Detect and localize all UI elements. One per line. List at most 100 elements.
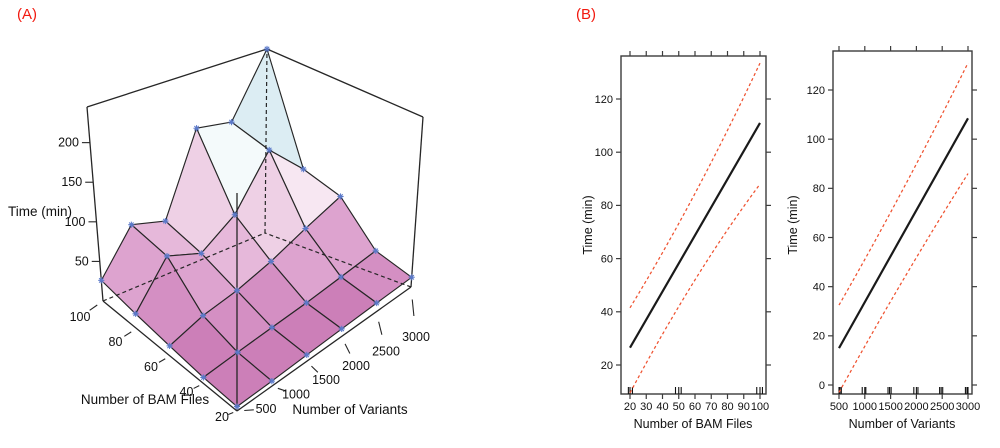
hidden-edge-back-vertical	[264, 48, 268, 234]
data-point-marker	[231, 211, 238, 218]
fitted-effect-line	[629, 122, 761, 349]
upper-ci-line	[629, 62, 761, 309]
x-axis-tick	[158, 358, 166, 363]
z-tick-label: 100	[65, 215, 86, 229]
data-point-marker	[267, 258, 275, 265]
z-axis-label: Time (min)	[8, 204, 72, 219]
data-point-marker	[263, 45, 271, 53]
x-axis-tick	[193, 385, 200, 389]
y-axis-tick	[311, 365, 319, 373]
data-point-marker	[266, 146, 273, 154]
x-tick-label: 20	[215, 410, 229, 424]
plot-box	[620, 55, 767, 395]
y-axis-tick	[411, 299, 415, 317]
y-tick-label: 60	[601, 253, 613, 265]
y-axis-tick	[244, 409, 254, 412]
data-point-marker	[200, 374, 207, 381]
x-tick-label: 100	[70, 310, 91, 324]
y-tick-label: 20	[813, 331, 825, 343]
data-point-marker	[128, 221, 135, 228]
y-tick-label: 500	[256, 402, 277, 416]
panel-a-label: (A)	[17, 6, 37, 23]
upper-ci-line	[838, 62, 969, 306]
y-axis-label: Time (min)	[581, 195, 595, 254]
data-point-marker	[166, 342, 173, 350]
lower-ci-line	[629, 183, 761, 394]
data-point-marker	[132, 310, 139, 317]
y-axis-tick	[344, 343, 351, 354]
y-tick-label: 80	[813, 183, 825, 195]
box-edge-left-vertical	[86, 106, 104, 302]
data-point-marker	[163, 252, 171, 260]
y-tick-label: 120	[807, 85, 825, 97]
data-point-marker	[162, 217, 169, 225]
z-tick-label: 50	[75, 254, 89, 268]
data-point-marker	[228, 118, 235, 126]
data-point-marker	[337, 193, 344, 200]
x-tick-label: 1500	[878, 401, 902, 413]
x-axis-label: Number of BAM Files	[81, 392, 210, 407]
x-tick-label: 20	[624, 401, 636, 413]
x-axis-tick	[124, 331, 132, 337]
y-tick-label: 100	[595, 147, 613, 159]
data-point-marker	[234, 349, 241, 356]
hidden-edge-base-right	[264, 232, 412, 288]
data-point-marker	[337, 273, 345, 281]
x-tick-label: 50	[673, 401, 685, 413]
x-tick-label: 1000	[853, 401, 877, 413]
y-tick-label: 40	[601, 307, 613, 319]
x-axis-tick	[89, 304, 98, 311]
y-tick-label: 100	[807, 134, 825, 146]
x-axis-label: Number of Variants	[849, 417, 956, 431]
x-tick-label: 60	[689, 401, 701, 413]
x-tick-label: 2000	[904, 401, 928, 413]
y-tick-label: 60	[813, 232, 825, 244]
y-tick-label: 2000	[342, 359, 370, 373]
box-edge-base-left	[102, 300, 238, 412]
x-tick-label: 70	[705, 401, 717, 413]
data-point-marker	[303, 299, 310, 306]
x-tick-label: 80	[109, 335, 123, 349]
y-tick-label: 0	[819, 380, 825, 392]
data-point-marker	[233, 287, 241, 294]
y-tick-label: 2500	[372, 344, 400, 358]
x-tick-label: 3000	[956, 401, 980, 413]
lower-ci-line	[838, 173, 969, 393]
y-axis-label: Number of Variants	[292, 402, 408, 417]
x-axis-tick	[228, 411, 234, 415]
data-point-marker	[408, 274, 415, 281]
data-point-marker	[338, 325, 345, 332]
x-tick-label: 2500	[930, 401, 954, 413]
z-tick-label: 150	[61, 175, 82, 189]
data-point-marker	[268, 377, 275, 385]
data-point-marker	[300, 166, 307, 173]
y-tick-label: 3000	[402, 330, 430, 344]
hidden-edge-base-left	[102, 232, 266, 302]
data-point-marker	[98, 277, 105, 284]
x-axis-label: Number of BAM Files	[634, 417, 753, 431]
y-tick-label: 120	[595, 94, 613, 106]
fitted-effect-line	[838, 117, 969, 349]
data-point-marker	[302, 225, 309, 232]
data-point-marker	[233, 403, 241, 410]
y-axis-label: Time (min)	[786, 195, 800, 254]
data-point-marker	[198, 250, 205, 257]
x-tick-label: 90	[738, 401, 750, 413]
box-edge-top-right	[266, 48, 424, 118]
y-axis-tick	[378, 321, 383, 335]
y-tick-label: 80	[601, 200, 613, 212]
y-tick-label: 1000	[282, 388, 310, 402]
y-tick-label: 20	[601, 360, 613, 372]
z-tick-label: 200	[58, 136, 79, 150]
x-tick-label: 40	[656, 401, 668, 413]
x-tick-label: 100	[751, 401, 769, 413]
y-axis-tick	[277, 387, 287, 392]
x-tick-label: 60	[144, 360, 158, 374]
x-tick-label: 500	[830, 401, 848, 413]
y-tick-label: 40	[813, 281, 825, 293]
x-tick-label: 40	[180, 385, 194, 399]
y-tick-label: 1500	[312, 373, 340, 387]
data-point-marker	[268, 324, 276, 331]
plot-box	[832, 50, 973, 395]
